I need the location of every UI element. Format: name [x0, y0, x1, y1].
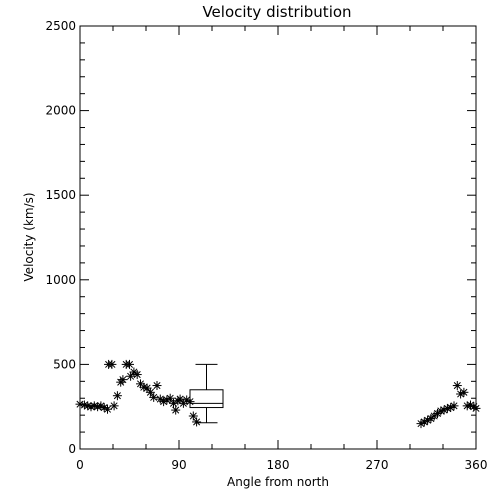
- y-tick-label: 1000: [45, 273, 76, 287]
- data-point: [103, 404, 112, 414]
- data-point: [165, 393, 175, 403]
- data-point: [145, 387, 155, 397]
- y-tick-label: 2000: [45, 104, 76, 118]
- data-point: [192, 417, 202, 427]
- x-tick-label: 90: [171, 458, 186, 472]
- y-tick-label: 2500: [45, 19, 76, 33]
- y-tick-label: 500: [53, 357, 76, 371]
- data-point: [118, 375, 128, 385]
- data-point: [188, 411, 198, 421]
- x-tick-label: 0: [76, 458, 84, 472]
- data-point: [149, 392, 159, 402]
- data-point: [112, 391, 122, 401]
- data-point: [459, 387, 469, 397]
- chart-title: Velocity distribution: [202, 3, 351, 21]
- box-iqr: [189, 389, 224, 409]
- data-point: [125, 359, 134, 369]
- data-point: [452, 381, 462, 391]
- data-point: [171, 405, 181, 415]
- tick-labels: 0 90 180 270 360 0 500 1000 1500 2000 2500: [45, 19, 487, 472]
- y-tick-label: 1500: [45, 188, 76, 202]
- data-point: [109, 401, 119, 411]
- axis-ticks: [79, 25, 477, 450]
- y-axis-label: Velocity (km/s): [22, 192, 36, 281]
- data-point: [132, 370, 142, 380]
- y-tick-label: 0: [68, 442, 76, 456]
- boxplot: [189, 363, 224, 424]
- x-tick-label: 270: [366, 458, 389, 472]
- x-tick-label: 360: [465, 458, 488, 472]
- data-points: [75, 359, 481, 429]
- data-point: [449, 401, 459, 411]
- x-tick-label: 180: [267, 458, 290, 472]
- data-point: [471, 403, 481, 413]
- data-point: [107, 359, 117, 369]
- data-point: [152, 381, 162, 391]
- x-axis-label: Angle from north: [227, 475, 329, 489]
